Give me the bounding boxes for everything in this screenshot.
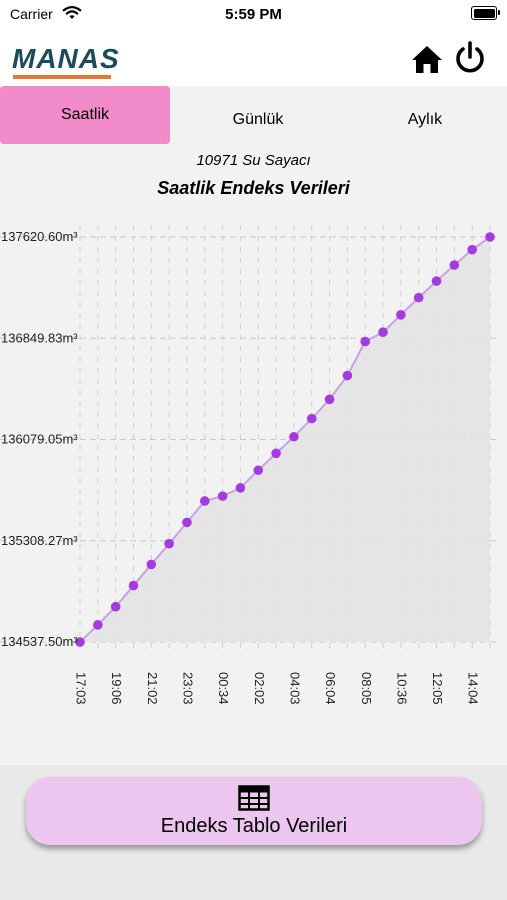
y-tick-label: 134537.50m³ [1,634,78,649]
x-tick-label: 04:03 [287,672,302,705]
data-point [449,260,460,270]
data-point [360,336,371,347]
data-point [431,276,442,286]
wifi-icon [62,6,82,19]
status-time: 5:59 PM [225,6,282,23]
x-tick-label: 02:02 [252,672,267,705]
manas-logo: MANAS [12,43,120,74]
data-point [75,637,85,647]
meter-subtitle: 10971 Su Sayacı [196,152,311,169]
x-tick-label: 08:05 [359,672,374,705]
tab-saatlik[interactable]: Saatlik [0,86,170,144]
data-point [396,310,406,320]
x-tick-label: 00:34 [216,672,231,705]
data-point [306,413,317,424]
x-tick-label: 10:36 [394,672,409,705]
data-point [289,431,299,442]
power-icon[interactable] [452,40,488,76]
data-point [199,496,210,506]
data-point [324,394,335,405]
logo-underline [13,75,111,79]
data-point [93,620,103,630]
x-tick-label: 14:04 [466,672,481,705]
table-button-label: Endeks Tablo Verileri [160,814,348,837]
home-icon[interactable] [410,42,444,76]
data-point [182,517,192,528]
x-tick-label: 17:03 [74,672,89,705]
table-data-button[interactable]: Endeks Tablo Verileri [26,777,482,845]
series-area [80,237,490,642]
y-tick-label: 135308.27m³ [1,533,78,548]
data-point [235,483,246,493]
data-point [378,327,388,337]
table-icon [238,784,270,811]
index-line-chart: 137620.60m³ 136849.83m³ 136079.05m³ 135308.… [0,225,500,705]
data-point [217,491,228,501]
data-point [413,292,424,303]
x-tick-label: 19:06 [109,672,124,705]
data-point [146,559,157,570]
y-tick-label: 137620.60m³ [1,229,78,244]
tab-aylik[interactable]: Aylık [407,111,443,128]
app-header: MANAS [0,30,507,86]
battery-icon [471,6,500,20]
status-bar: Carrier 5:59 PM [0,0,507,30]
y-tick-label: 136079.05m³ [1,432,78,447]
data-point [467,244,477,255]
y-tick-label: 136849.83m³ [1,330,78,345]
x-tick-label: 06:04 [323,672,338,705]
x-tick-label: 21:02 [145,672,160,705]
data-point [164,538,174,549]
carrier-label: Carrier [10,6,53,22]
x-tick-label: 12:05 [430,672,445,705]
data-point [271,448,281,459]
x-tick-label: 23:03 [181,672,196,705]
data-point [110,601,121,612]
period-tabs: Saatlik Günlük Aylık [0,86,507,146]
data-point [253,465,264,476]
data-point [128,580,139,591]
chart-title: Saatlik Endeks Verileri [157,178,350,198]
data-point [485,232,495,242]
tab-gunluk[interactable]: Günlük [232,111,284,128]
data-point [342,370,353,381]
